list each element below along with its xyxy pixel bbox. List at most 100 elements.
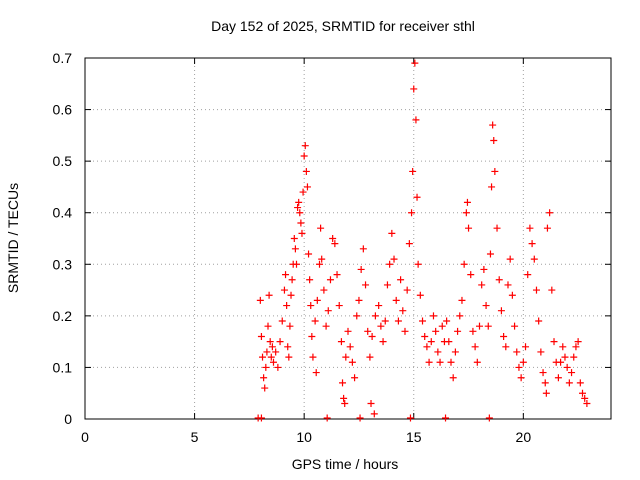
data-point <box>541 379 549 387</box>
data-point <box>480 265 488 273</box>
data-point <box>436 358 444 366</box>
data-point <box>473 358 481 366</box>
data-point <box>572 343 580 351</box>
data-point <box>383 281 391 289</box>
data-point <box>425 358 433 366</box>
axis-ticks: 0 5 10 15 20 0 0.1 0.2 0.3 0.4 0.5 0.6 0.7 <box>53 50 611 445</box>
data-point <box>458 296 466 304</box>
data-point <box>583 400 591 408</box>
data-point <box>261 384 269 392</box>
data-point <box>259 353 267 361</box>
data-point <box>292 260 300 268</box>
data-point <box>317 224 325 232</box>
data-point <box>284 343 292 351</box>
data-point <box>434 348 442 356</box>
data-point <box>311 317 319 325</box>
data-point <box>574 338 582 346</box>
data-point <box>401 327 409 335</box>
data-point <box>287 291 295 299</box>
data-point <box>478 281 486 289</box>
data-point <box>522 343 530 351</box>
data-point <box>268 343 276 351</box>
x-tick-label: 10 <box>296 429 312 445</box>
data-point <box>291 245 299 253</box>
data-point <box>359 245 367 253</box>
data-point <box>295 198 303 206</box>
data-point <box>500 332 508 340</box>
data-point <box>517 374 525 382</box>
data-points <box>254 59 591 422</box>
data-point <box>454 327 462 335</box>
data-point <box>346 343 354 351</box>
data-point <box>495 276 503 284</box>
data-point <box>341 400 349 408</box>
y-tick-label: 0.1 <box>53 359 73 375</box>
data-point <box>362 281 370 289</box>
data-point <box>511 322 519 330</box>
data-point <box>288 276 296 284</box>
data-point <box>302 167 310 175</box>
data-point <box>530 255 538 263</box>
data-point <box>554 374 562 382</box>
y-tick-label: 0.2 <box>53 308 73 324</box>
data-point <box>305 250 313 258</box>
data-point <box>337 338 345 346</box>
data-point <box>386 260 394 268</box>
data-point <box>488 183 496 191</box>
data-point <box>366 353 374 361</box>
data-point <box>381 317 389 325</box>
data-point <box>506 255 514 263</box>
data-point <box>414 260 422 268</box>
data-point <box>456 312 464 320</box>
data-point <box>370 410 378 418</box>
data-point <box>493 224 501 232</box>
data-point <box>323 414 331 422</box>
data-point <box>429 312 437 320</box>
data-point <box>339 379 347 387</box>
data-point <box>324 307 332 315</box>
data-point <box>318 255 326 263</box>
data-point <box>561 353 569 361</box>
y-tick-label: 0.3 <box>53 256 73 272</box>
data-point <box>364 327 372 335</box>
data-point <box>406 414 414 422</box>
x-tick-label: 20 <box>516 429 532 445</box>
data-point <box>423 343 431 351</box>
data-point <box>462 209 470 217</box>
data-point <box>476 322 483 330</box>
data-point <box>563 363 571 371</box>
data-point <box>308 332 316 340</box>
data-point <box>557 358 565 366</box>
data-point <box>537 348 545 356</box>
data-point <box>265 291 273 299</box>
data-point <box>550 338 558 346</box>
x-tick-label: 5 <box>191 429 199 445</box>
data-point <box>388 229 396 237</box>
data-point <box>412 116 420 124</box>
y-tick-label: 0.6 <box>53 102 73 118</box>
data-point <box>390 255 398 263</box>
data-point <box>260 374 268 382</box>
data-point <box>278 317 286 325</box>
data-point <box>309 353 317 361</box>
data-point <box>274 363 282 371</box>
data-point <box>368 332 376 340</box>
data-point <box>548 286 556 294</box>
data-point <box>257 332 265 340</box>
data-point <box>526 224 534 232</box>
data-point <box>392 296 400 304</box>
data-point <box>490 137 498 145</box>
data-point <box>320 286 328 294</box>
data-point <box>307 302 315 310</box>
data-point <box>299 188 307 196</box>
data-point <box>298 229 306 237</box>
data-point <box>484 322 492 330</box>
data-point <box>394 317 402 325</box>
data-point <box>442 414 450 422</box>
data-point <box>379 338 387 346</box>
data-point <box>465 224 473 232</box>
data-point <box>329 235 337 242</box>
data-point <box>502 343 510 351</box>
data-point <box>579 389 587 397</box>
